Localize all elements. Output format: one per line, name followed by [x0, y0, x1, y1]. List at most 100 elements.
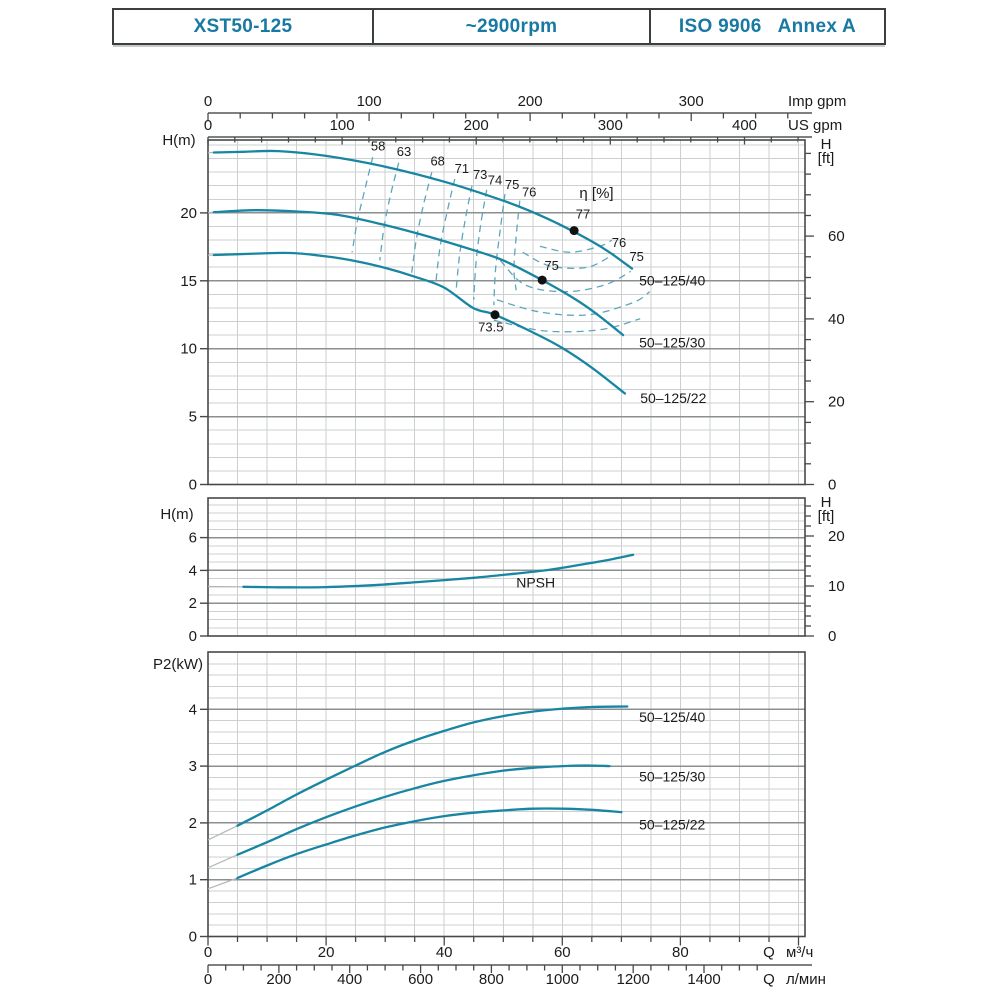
- tick-label: 6: [189, 530, 197, 547]
- efficiency-contour-75: [493, 193, 506, 306]
- efficiency-contour-58: [351, 157, 374, 253]
- grid: [208, 498, 805, 636]
- plot-frame: [207, 497, 806, 637]
- efficiency-value-label: 73: [473, 167, 487, 182]
- npsh-panel: 0 2 4 6 H(m) 0 10 20 H[ft] NPSH: [160, 494, 844, 645]
- axis-unit-label: US gpm: [788, 117, 842, 134]
- efficiency-contour-75: [499, 259, 632, 293]
- efficiency-value-label: 75: [629, 249, 643, 264]
- plot-frame: [207, 651, 806, 938]
- tick-label: 1200: [617, 971, 650, 988]
- right-axis-label: H: [821, 136, 832, 153]
- flow-symbol-label: Q: [763, 944, 775, 961]
- tick-label: 0: [189, 628, 197, 645]
- curve-label: 50–125/30: [639, 769, 705, 785]
- efficiency-contour-68: [411, 172, 433, 273]
- curve-50-125-40: [236, 705, 629, 827]
- tick-label: 60: [554, 944, 571, 961]
- efficiency-value-label: 76: [522, 185, 536, 200]
- tick-label: 0: [189, 929, 197, 946]
- efficiency-contour-76: [522, 251, 615, 270]
- tick-label: 1400: [687, 971, 720, 988]
- tick-label: 300: [679, 93, 704, 110]
- curve-label: 50–125/22: [639, 817, 705, 833]
- model-label: XST50-125: [193, 15, 293, 37]
- tick-label: 0: [204, 944, 212, 961]
- curve-extension: [207, 825, 238, 841]
- efficiency-axis-label: η [%]: [579, 185, 613, 202]
- tick-label: 20: [828, 394, 845, 411]
- curve-label: 50–125/30: [639, 334, 705, 350]
- bep-dot: [537, 275, 547, 285]
- right-axis-unit: [ft]: [818, 150, 835, 167]
- right-axis-unit: [ft]: [818, 508, 835, 525]
- bep-dot: [569, 226, 579, 236]
- bep-efficiency-label: 77: [576, 206, 590, 221]
- tick-label: 200: [518, 93, 543, 110]
- tick-label: 0: [828, 628, 836, 645]
- tick-label: 20: [828, 528, 845, 545]
- curve-label: 50–125/40: [639, 273, 705, 289]
- tick-label: 1000: [546, 971, 579, 988]
- bep-dot: [490, 310, 500, 320]
- tick-label: 300: [598, 117, 623, 134]
- tick-label: 4: [189, 701, 197, 718]
- curve-50-125-22: [212, 251, 627, 395]
- tick-label: 0: [204, 971, 212, 988]
- header-model-cell: XST50-125: [112, 10, 372, 43]
- curve-extension: [207, 877, 238, 890]
- efficiency-value-label: 74: [488, 172, 502, 187]
- efficiency-value-label: 75: [505, 177, 519, 192]
- curve-label: NPSH: [516, 575, 555, 591]
- curve-50-125-30: [236, 764, 611, 856]
- efficiency-contour-71: [435, 178, 456, 283]
- efficiency-contour-74: [473, 189, 488, 300]
- efficiency-contour-73: [455, 185, 473, 292]
- standard-label: ISO 9906 Annex A: [678, 15, 857, 37]
- plot-frame: [207, 139, 806, 486]
- curve-50-125-40: [212, 149, 634, 270]
- axis-unit-label: Imp gpm: [788, 93, 846, 110]
- y-axis-label: P2(kW): [153, 656, 203, 673]
- tick-label: 1: [189, 872, 197, 889]
- tick-label: 10: [180, 341, 197, 358]
- tick-label: 2: [189, 815, 197, 832]
- tick-label: 40: [436, 944, 453, 961]
- tick-label: 0: [204, 93, 212, 110]
- tick-label: 80: [672, 944, 689, 961]
- grid: [208, 652, 805, 937]
- tick-label: 0: [828, 477, 836, 494]
- bep-efficiency-label: 73.5: [478, 320, 503, 335]
- tick-label: 20: [180, 205, 197, 222]
- tick-label: 0: [204, 117, 212, 134]
- grid: [208, 140, 805, 485]
- header-speed-cell: ~2900rpm: [372, 10, 649, 43]
- tick-label: 800: [479, 971, 504, 988]
- bep-efficiency-label: 75: [544, 258, 558, 273]
- tick-label: 10: [828, 578, 845, 595]
- efficiency-contour-76: [513, 200, 521, 291]
- curve-label: 50–125/40: [639, 709, 705, 725]
- tick-label: 2: [189, 595, 197, 612]
- tick-label: 400: [337, 971, 362, 988]
- tick-label: 20: [318, 944, 335, 961]
- top-axis-imp-gpm: 0 100 200 300 Imp gpm: [204, 93, 846, 121]
- tick-label: 100: [357, 93, 382, 110]
- flow-symbol-label: Q: [763, 971, 775, 988]
- tick-label: 600: [408, 971, 433, 988]
- efficiency-value-label: 58: [371, 138, 385, 153]
- y-axis-label: H(m): [162, 132, 195, 149]
- tick-label: 400: [732, 117, 757, 134]
- curve-50-125-30: [212, 209, 625, 337]
- tick-label: 4: [189, 562, 197, 579]
- curve-NPSH: [242, 553, 635, 589]
- efficiency-contour-63: [379, 162, 400, 261]
- efficiency-contour: [496, 291, 651, 316]
- tick-label: 200: [266, 971, 291, 988]
- y-axis-label: H(m): [160, 506, 193, 523]
